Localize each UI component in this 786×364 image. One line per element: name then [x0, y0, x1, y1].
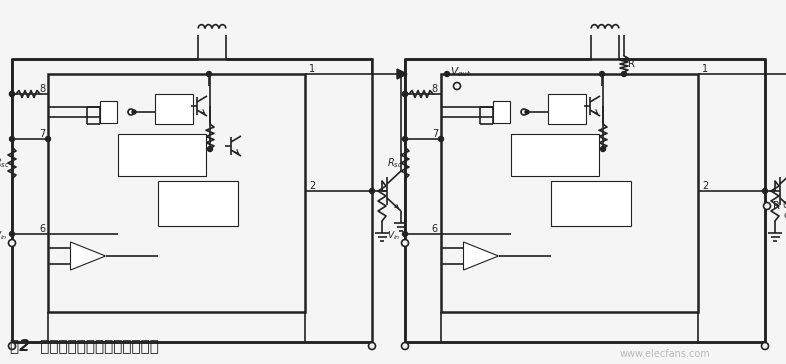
Circle shape: [9, 240, 16, 246]
Bar: [100, 101, 116, 123]
Bar: [12, 59, 372, 342]
Text: 6: 6: [432, 224, 438, 234]
Circle shape: [522, 110, 526, 114]
Text: 7: 7: [432, 129, 438, 139]
Bar: [493, 101, 509, 123]
Circle shape: [445, 71, 450, 76]
Text: 1: 1: [702, 64, 708, 74]
Circle shape: [369, 189, 374, 194]
Bar: [511, 134, 599, 176]
Bar: [548, 94, 586, 124]
Circle shape: [622, 71, 626, 76]
Text: 8: 8: [432, 84, 438, 94]
Circle shape: [207, 71, 211, 76]
Text: 8: 8: [39, 84, 45, 94]
Circle shape: [402, 240, 409, 246]
Circle shape: [9, 91, 14, 96]
Text: $V_{out}$: $V_{out}$: [450, 65, 471, 79]
Bar: [158, 181, 238, 226]
Text: $R_{sc}$: $R_{sc}$: [387, 156, 403, 170]
Circle shape: [402, 91, 407, 96]
Circle shape: [129, 110, 133, 114]
Text: 2: 2: [702, 181, 708, 191]
Circle shape: [402, 343, 409, 349]
Bar: [48, 74, 305, 312]
Text: $R_{sc}$: $R_{sc}$: [0, 156, 10, 170]
Circle shape: [132, 110, 136, 114]
Circle shape: [46, 136, 50, 142]
Circle shape: [128, 109, 134, 115]
Polygon shape: [464, 242, 498, 270]
Circle shape: [402, 91, 407, 96]
Text: $V_{in}$: $V_{in}$: [387, 230, 401, 242]
Text: 6: 6: [39, 224, 45, 234]
Circle shape: [9, 343, 16, 349]
Polygon shape: [397, 69, 407, 79]
Circle shape: [402, 136, 407, 142]
Circle shape: [601, 146, 605, 151]
Circle shape: [402, 232, 407, 237]
Circle shape: [9, 232, 14, 237]
Circle shape: [369, 343, 376, 349]
Circle shape: [762, 189, 767, 194]
Circle shape: [762, 343, 769, 349]
Circle shape: [9, 136, 14, 142]
Text: www.elecfans.com: www.elecfans.com: [620, 349, 711, 359]
Bar: [118, 134, 206, 176]
Circle shape: [763, 202, 770, 210]
Text: $V_{in}$: $V_{in}$: [0, 230, 8, 242]
Circle shape: [454, 83, 461, 90]
Text: 2: 2: [309, 181, 315, 191]
Bar: [405, 59, 765, 342]
Circle shape: [525, 110, 529, 114]
Circle shape: [521, 109, 527, 115]
Text: constant $V_{in}$: constant $V_{in}$: [783, 210, 786, 222]
Text: 图2  升压型达林顿及非达林顿接法: 图2 升压型达林顿及非达林顿接法: [10, 339, 159, 353]
Circle shape: [399, 71, 403, 76]
Text: 0 for: 0 for: [783, 202, 786, 210]
Text: 7: 7: [39, 129, 45, 139]
Text: R: R: [628, 59, 635, 69]
Circle shape: [9, 91, 14, 96]
Circle shape: [208, 146, 212, 151]
Bar: [551, 181, 631, 226]
Bar: [155, 94, 193, 124]
Text: R: R: [773, 201, 780, 211]
Circle shape: [439, 136, 443, 142]
Circle shape: [600, 71, 604, 76]
Polygon shape: [71, 242, 105, 270]
Bar: [441, 74, 698, 312]
Text: 1: 1: [309, 64, 315, 74]
